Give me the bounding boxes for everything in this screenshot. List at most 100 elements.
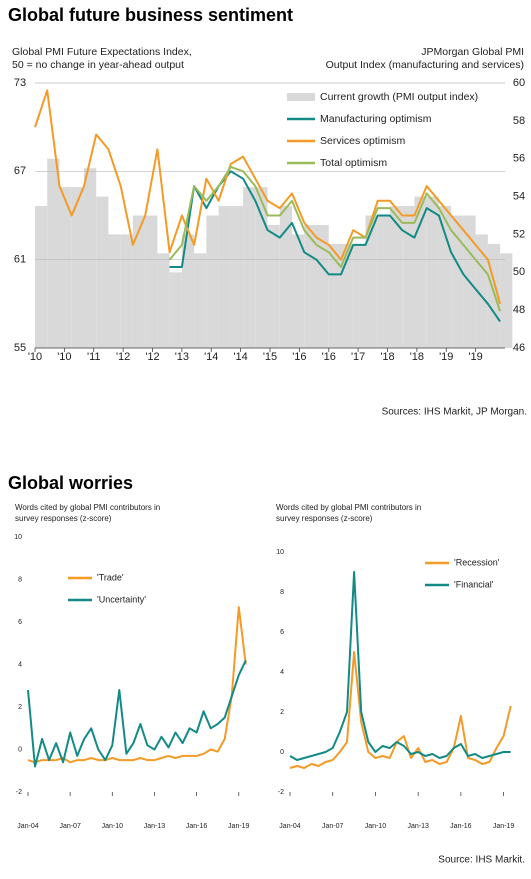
bar <box>169 272 182 348</box>
y-tick-label: 61 <box>14 254 26 266</box>
line <box>27 659 247 768</box>
x-tick-label: Jan-13 <box>407 823 429 830</box>
bar <box>365 215 378 348</box>
source: Source: IHS Markit. <box>438 855 525 866</box>
axis-label: Global PMI Future Expectations Index, <box>12 46 192 58</box>
axis-label: Words cited by global PMI contributors i… <box>15 503 160 512</box>
bar <box>181 234 195 348</box>
bar <box>426 196 439 348</box>
x-tick-label: '10 <box>57 351 71 363</box>
bar <box>340 243 354 348</box>
y-tick-label: 0 <box>18 746 22 753</box>
axis-label: Words cited by global PMI contributors i… <box>276 503 421 512</box>
x-tick-label: '14 <box>233 351 247 363</box>
bar <box>353 243 366 348</box>
axis-label: 50 = no change in year-ahead output <box>12 59 184 71</box>
legend-label: 'Uncertainty' <box>97 594 146 604</box>
x-tick-label: '18 <box>410 351 424 363</box>
x-tick-label: Jan-07 <box>59 823 81 830</box>
line <box>289 571 511 761</box>
y-tick-label: -2 <box>278 789 284 796</box>
y-tick-label: 8 <box>18 576 22 583</box>
line <box>169 170 501 323</box>
y-tick-label: 6 <box>280 629 284 636</box>
legend-label: Services optimism <box>320 135 405 147</box>
legend-label: Total optimism <box>320 157 387 169</box>
bar <box>194 253 207 348</box>
axis-label: survey responses (z-score) <box>276 514 373 523</box>
bar <box>35 206 48 348</box>
y-tick-label: 2 <box>18 704 22 711</box>
bar <box>206 215 219 348</box>
legend-label: 'Financial' <box>454 579 494 589</box>
y2-tick-label: 50 <box>513 266 525 278</box>
y-tick-label: 10 <box>276 549 284 556</box>
x-tick-label: '12 <box>116 351 130 363</box>
bar <box>96 196 109 348</box>
y2-tick-label: 52 <box>513 228 525 240</box>
y-tick-label: 4 <box>18 661 22 668</box>
x-tick-label: Jan-16 <box>450 823 472 830</box>
line <box>168 165 502 312</box>
y-tick-label: 8 <box>280 589 284 596</box>
bar <box>402 206 415 348</box>
y2-tick-label: 60 <box>513 77 525 89</box>
bar <box>279 206 293 348</box>
axis-label: JPMorgan Global PMI <box>421 46 524 58</box>
x-tick-label: '16 <box>292 351 306 363</box>
bar <box>83 168 97 348</box>
bar <box>108 234 121 348</box>
y-tick-label: 73 <box>14 77 26 89</box>
legend-label: Manufacturing optimism <box>320 113 432 125</box>
x-tick-label: '19 <box>439 351 453 363</box>
bar <box>292 234 305 348</box>
heading: Global worries <box>8 473 133 493</box>
bar <box>255 187 268 348</box>
bar <box>500 253 513 348</box>
y-tick-label: 10 <box>14 534 22 541</box>
bar <box>120 234 133 348</box>
legend-swatch <box>287 93 315 101</box>
x-tick-label: Jan-19 <box>228 823 250 830</box>
heading: Global future business sentiment <box>8 5 293 25</box>
y2-tick-label: 46 <box>513 342 525 354</box>
line <box>289 651 512 769</box>
x-tick-label: Jan-13 <box>144 823 166 830</box>
x-tick-label: '11 <box>87 351 101 363</box>
x-tick-label: Jan-19 <box>493 823 515 830</box>
x-tick-label: '19 <box>468 351 482 363</box>
legend-label: 'Trade' <box>97 572 124 582</box>
y-tick-label: -2 <box>16 789 22 796</box>
x-tick-label: Jan-10 <box>365 823 387 830</box>
y2-tick-label: 58 <box>513 115 525 127</box>
axis-label: Output Index (manufacturing and services… <box>326 59 524 71</box>
axis-label: survey responses (z-score) <box>15 514 112 523</box>
bar <box>267 224 280 348</box>
x-tick-label: '18 <box>380 351 394 363</box>
legend-label: Current growth (PMI output index) <box>320 91 478 103</box>
bar <box>59 187 72 348</box>
y-tick-label: 4 <box>280 669 284 676</box>
bar <box>451 215 464 348</box>
y-tick-label: 67 <box>14 165 26 177</box>
bar <box>328 243 341 348</box>
line <box>27 606 247 764</box>
source: Sources: IHS Markit, JP Morgan. <box>382 407 527 418</box>
x-tick-label: '13 <box>175 351 189 363</box>
x-tick-label: Jan-07 <box>322 823 344 830</box>
x-tick-label: '15 <box>263 351 277 363</box>
y2-tick-label: 48 <box>513 304 525 316</box>
bar <box>316 224 329 348</box>
x-tick-label: Jan-16 <box>186 823 208 830</box>
y-tick-label: 0 <box>280 749 284 756</box>
y-tick-label: 2 <box>280 709 284 716</box>
bar <box>243 187 256 348</box>
bar <box>71 187 84 348</box>
bar <box>230 206 244 348</box>
bar <box>304 224 317 348</box>
bar <box>389 206 403 348</box>
x-tick-label: '12 <box>145 351 159 363</box>
bar <box>218 206 231 348</box>
